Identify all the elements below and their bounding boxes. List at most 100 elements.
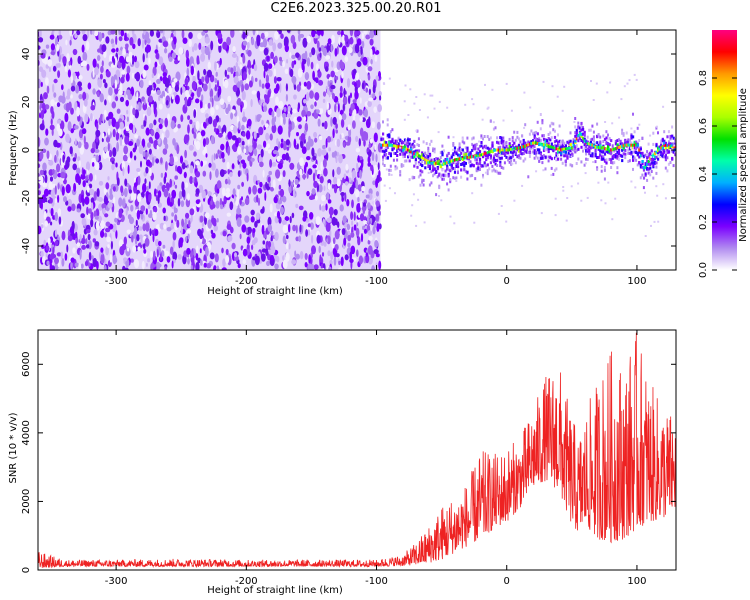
signal-scatter <box>471 98 474 101</box>
noise-speckle <box>95 220 100 231</box>
noise-speckle <box>42 255 46 264</box>
noise-speckle <box>283 36 289 47</box>
noise-speckle <box>241 224 247 233</box>
noise-speckle <box>319 176 324 184</box>
signal-body <box>594 149 597 153</box>
noise-speckle <box>215 168 219 178</box>
signal-halo <box>646 178 649 182</box>
signal-body <box>596 141 599 145</box>
noise-speckle <box>335 123 338 129</box>
signal-scatter <box>535 170 538 173</box>
noise-speckle <box>123 187 128 198</box>
noise-speckle <box>275 83 280 92</box>
signal-body <box>557 157 560 161</box>
signal-halo <box>488 137 491 141</box>
noise-speckle <box>270 51 274 60</box>
signal-body <box>607 150 610 154</box>
signal-body <box>446 164 449 168</box>
signal-scatter <box>451 148 454 151</box>
signal-halo <box>542 140 545 144</box>
signal-scatter <box>650 156 653 158</box>
noise-speckle <box>354 30 358 38</box>
signal-core <box>647 160 650 163</box>
noise-speckle <box>297 68 303 78</box>
colorbar-label: Normalized spectral amplitude <box>738 88 749 242</box>
noise-speckle <box>188 96 192 104</box>
noise-speckle <box>57 194 60 203</box>
noise-speckle <box>269 159 273 168</box>
noise-speckle <box>372 84 376 94</box>
noise-speckle <box>350 103 355 111</box>
signal-core <box>477 153 480 157</box>
noise-speckle <box>375 253 380 258</box>
noise-speckle <box>330 84 336 90</box>
noise-speckle <box>190 265 193 270</box>
noise-speckle <box>147 204 151 210</box>
noise-speckle <box>311 188 316 195</box>
signal-halo <box>574 117 577 120</box>
noise-speckle <box>276 138 279 146</box>
signal-scatter <box>384 199 387 202</box>
signal-halo <box>583 146 586 150</box>
noise-speckle <box>325 55 331 60</box>
noise-speckle <box>93 30 99 37</box>
signal-halo <box>421 160 424 164</box>
noise-speckle <box>82 51 88 62</box>
noise-speckle <box>319 204 322 211</box>
noise-speckle <box>326 217 332 223</box>
signal-halo <box>574 125 577 129</box>
signal-body <box>533 136 536 140</box>
noise-speckle <box>278 100 284 109</box>
noise-speckle <box>250 216 255 223</box>
noise-speckle <box>116 47 119 53</box>
noise-speckle <box>189 90 192 95</box>
signal-halo <box>500 166 503 169</box>
signal-halo <box>536 156 539 160</box>
noise-speckle <box>138 226 143 231</box>
signal-core <box>607 147 610 151</box>
signal-core <box>482 152 485 156</box>
signal-halo <box>638 146 641 150</box>
signal-body <box>432 163 435 167</box>
signal-core <box>496 148 499 152</box>
noise-speckle <box>222 158 226 163</box>
noise-speckle <box>341 192 344 200</box>
signal-halo <box>461 140 464 144</box>
signal-body <box>614 142 617 146</box>
bottom-x-tick-label: 0 <box>504 576 510 587</box>
noise-speckle <box>140 124 145 129</box>
noise-speckle <box>38 78 41 89</box>
signal-scatter <box>542 169 545 172</box>
signal-body <box>616 154 619 158</box>
noise-speckle <box>352 120 356 129</box>
signal-core <box>602 145 605 149</box>
noise-speckle <box>69 146 73 155</box>
signal-core <box>569 146 572 150</box>
signal-scatter <box>459 88 462 91</box>
noise-speckle <box>136 138 141 147</box>
signal-halo <box>405 159 408 163</box>
signal-halo <box>414 161 417 165</box>
noise-speckle <box>42 182 48 188</box>
signal-halo <box>396 139 399 143</box>
noise-speckle <box>280 206 284 215</box>
signal-scatter <box>562 186 565 188</box>
noise-speckle <box>103 109 107 118</box>
noise-speckle <box>261 253 266 262</box>
noise-speckle <box>371 151 375 162</box>
noise-speckle <box>187 124 190 134</box>
signal-core <box>549 145 552 149</box>
noise-speckle <box>360 46 363 55</box>
noise-speckle <box>225 191 231 198</box>
noise-speckle <box>40 201 44 210</box>
signal-halo <box>477 155 480 159</box>
signal-core <box>528 142 532 146</box>
noise-speckle <box>372 180 376 186</box>
signal-body <box>636 152 639 156</box>
signal-scatter <box>417 198 420 201</box>
noise-speckle <box>214 253 219 263</box>
noise-speckle <box>174 59 179 65</box>
noise-speckle <box>188 220 191 228</box>
noise-speckle <box>250 157 255 162</box>
noise-speckle <box>54 198 58 204</box>
